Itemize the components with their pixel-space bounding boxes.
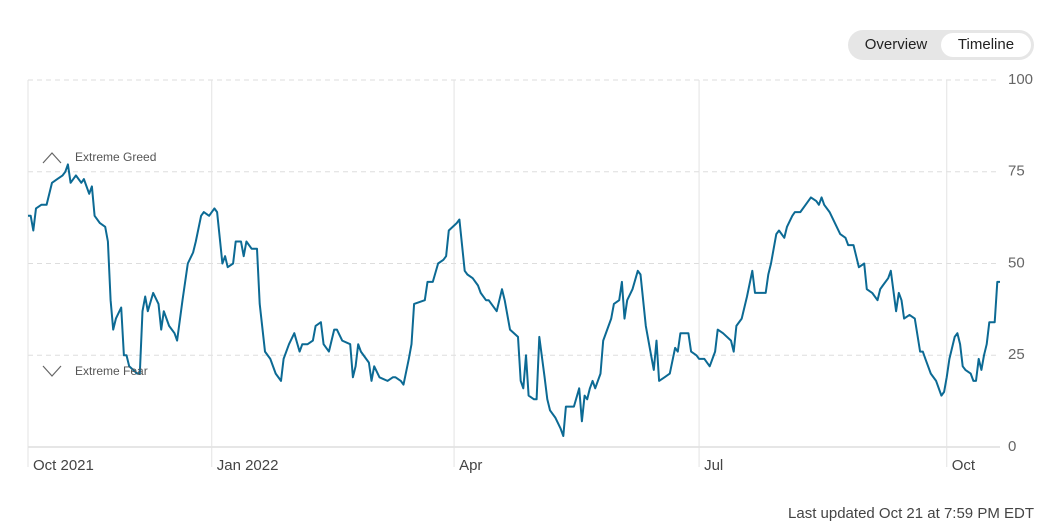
y-tick-label: 100 bbox=[1008, 71, 1033, 88]
y-tick-label: 25 bbox=[1008, 346, 1025, 363]
plot: 0 25 50 75 100 Oct 2021 Jan 2022 Apr Jul Oct bbox=[27, 71, 1033, 474]
x-tick-label: Apr bbox=[459, 457, 482, 474]
x-tick-label: Oct 2021 bbox=[33, 457, 94, 474]
x-tick-label: Jan 2022 bbox=[217, 457, 279, 474]
view-toggle: Overview Timeline bbox=[848, 30, 1034, 60]
last-updated: Last updated Oct 21 at 7:59 PM EDT bbox=[788, 505, 1034, 522]
x-tick-label: Jul bbox=[704, 457, 723, 474]
y-tick-label: 0 bbox=[1008, 438, 1016, 455]
tab[interactable]: Overview bbox=[864, 36, 928, 53]
line bbox=[28, 163, 1000, 437]
tab[interactable]: Timeline bbox=[941, 33, 1031, 57]
y-tick-label: 75 bbox=[1008, 163, 1025, 180]
fear-arrow bbox=[42, 365, 62, 377]
y-tick-label: 50 bbox=[1008, 254, 1025, 271]
x-tick-label: Oct bbox=[952, 457, 976, 474]
annotation: Extreme Greed bbox=[75, 150, 156, 164]
greed-arrow bbox=[42, 152, 62, 164]
annotation: Extreme Fear bbox=[75, 364, 148, 378]
